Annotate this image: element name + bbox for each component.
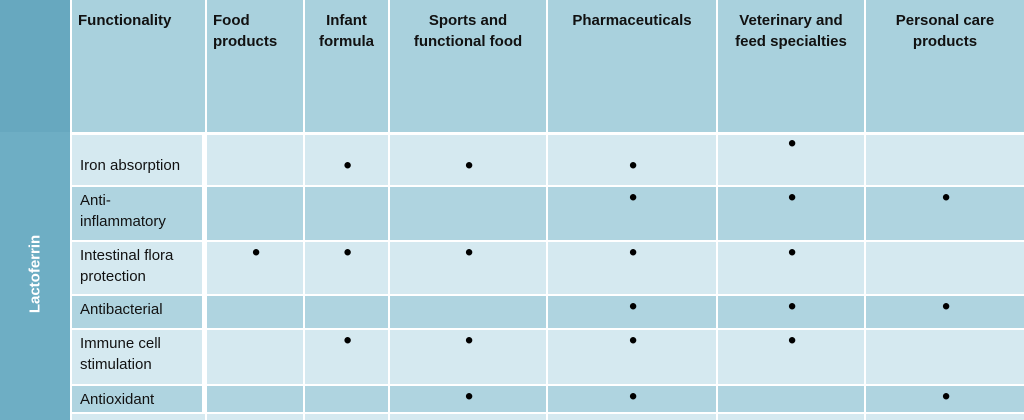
table-cell [207,414,303,420]
table-cell [390,330,546,384]
header-cell: Infant formula [305,0,388,132]
table-cell [305,414,388,420]
table-cell [207,187,303,240]
side-header [0,0,70,132]
header-text: Personal care products [895,12,995,50]
row-label: Immune cell stimulation [72,330,202,384]
header-text: Pharmaceuticals [572,12,692,29]
header-text: Functionality [78,12,172,29]
table-cell [866,135,1024,185]
table-cell [207,386,303,412]
bullet-mark: ● [464,156,474,174]
bullet-mark: ● [787,134,797,152]
table-cell [718,242,864,294]
table-cell [548,296,716,328]
table-cell [305,330,388,384]
header-cell: Veterinary and feed specialties [718,0,864,132]
table-cell [207,135,303,185]
table-cell [718,330,864,384]
table-cell [390,296,546,328]
table-cell [718,296,864,328]
bullet-mark: ● [628,331,638,349]
bullet-mark: ● [628,188,638,206]
bullet-mark: ● [787,297,797,315]
bullet-mark: ● [628,243,638,261]
table-cell [718,386,864,412]
bullet-mark: ● [628,156,638,174]
header-cell: Functionality [72,0,205,132]
header-text: Food products [213,12,278,50]
bullet-mark: ● [464,243,474,261]
table-cell [305,187,388,240]
header-cell: Sports and functional food [390,0,546,132]
table-cell [390,135,546,185]
bullet-mark: ● [941,387,951,405]
header-text: Infant formula [318,12,374,50]
table-cell [866,386,1024,412]
header-cell: Pharmaceuticals [548,0,716,132]
table-cell [548,187,716,240]
table-cell [207,242,303,294]
table-cell [390,414,546,420]
table-cell [718,135,864,185]
table-cell [548,414,716,420]
bullet-mark: ● [464,387,474,405]
bullet-mark: ● [628,297,638,315]
bullet-mark: ● [787,188,797,206]
table-cell [866,414,1024,420]
table-cell [390,187,546,240]
table-cell [866,187,1024,240]
bullet-mark: ● [787,331,797,349]
row-label: Intestinal flora protection [72,242,202,294]
table-cell [207,330,303,384]
row-label: Antibacterial [72,296,202,328]
table-cell [305,296,388,328]
table-cell [390,386,546,412]
row-label: Iron absorption [72,135,202,185]
row-label: Antioxidant [72,386,202,412]
table-cell [548,135,716,185]
header-cell: Personal care products [866,0,1024,132]
bullet-mark: ● [941,297,951,315]
table-cell [866,296,1024,328]
table-cell [305,386,388,412]
bullet-mark: ● [787,243,797,261]
bullet-mark: ● [342,331,353,349]
table-cell [548,330,716,384]
bullet-mark: ● [251,243,261,261]
bullet-mark: ● [464,331,474,349]
bullet-mark: ● [342,156,353,174]
side-label: Lactoferrin [26,234,44,314]
table-cell [548,242,716,294]
table-cell [390,242,546,294]
bullet-mark: ● [941,188,951,206]
table-cell [718,414,864,420]
table-cell [305,242,388,294]
table-cell [718,187,864,240]
header-cell: Food products [207,0,303,132]
bullet-mark: ● [628,387,638,405]
table-cell [866,242,1024,294]
row-label: Anti-inflammatory [72,187,202,240]
row-label [72,414,205,420]
table-cell [548,386,716,412]
bullet-mark: ● [342,243,353,261]
header-text: Veterinary and feed specialties [735,12,847,50]
table-cell [207,296,303,328]
table-cell [305,135,388,185]
header-text: Sports and functional food [413,12,523,50]
table-cell [866,330,1024,384]
